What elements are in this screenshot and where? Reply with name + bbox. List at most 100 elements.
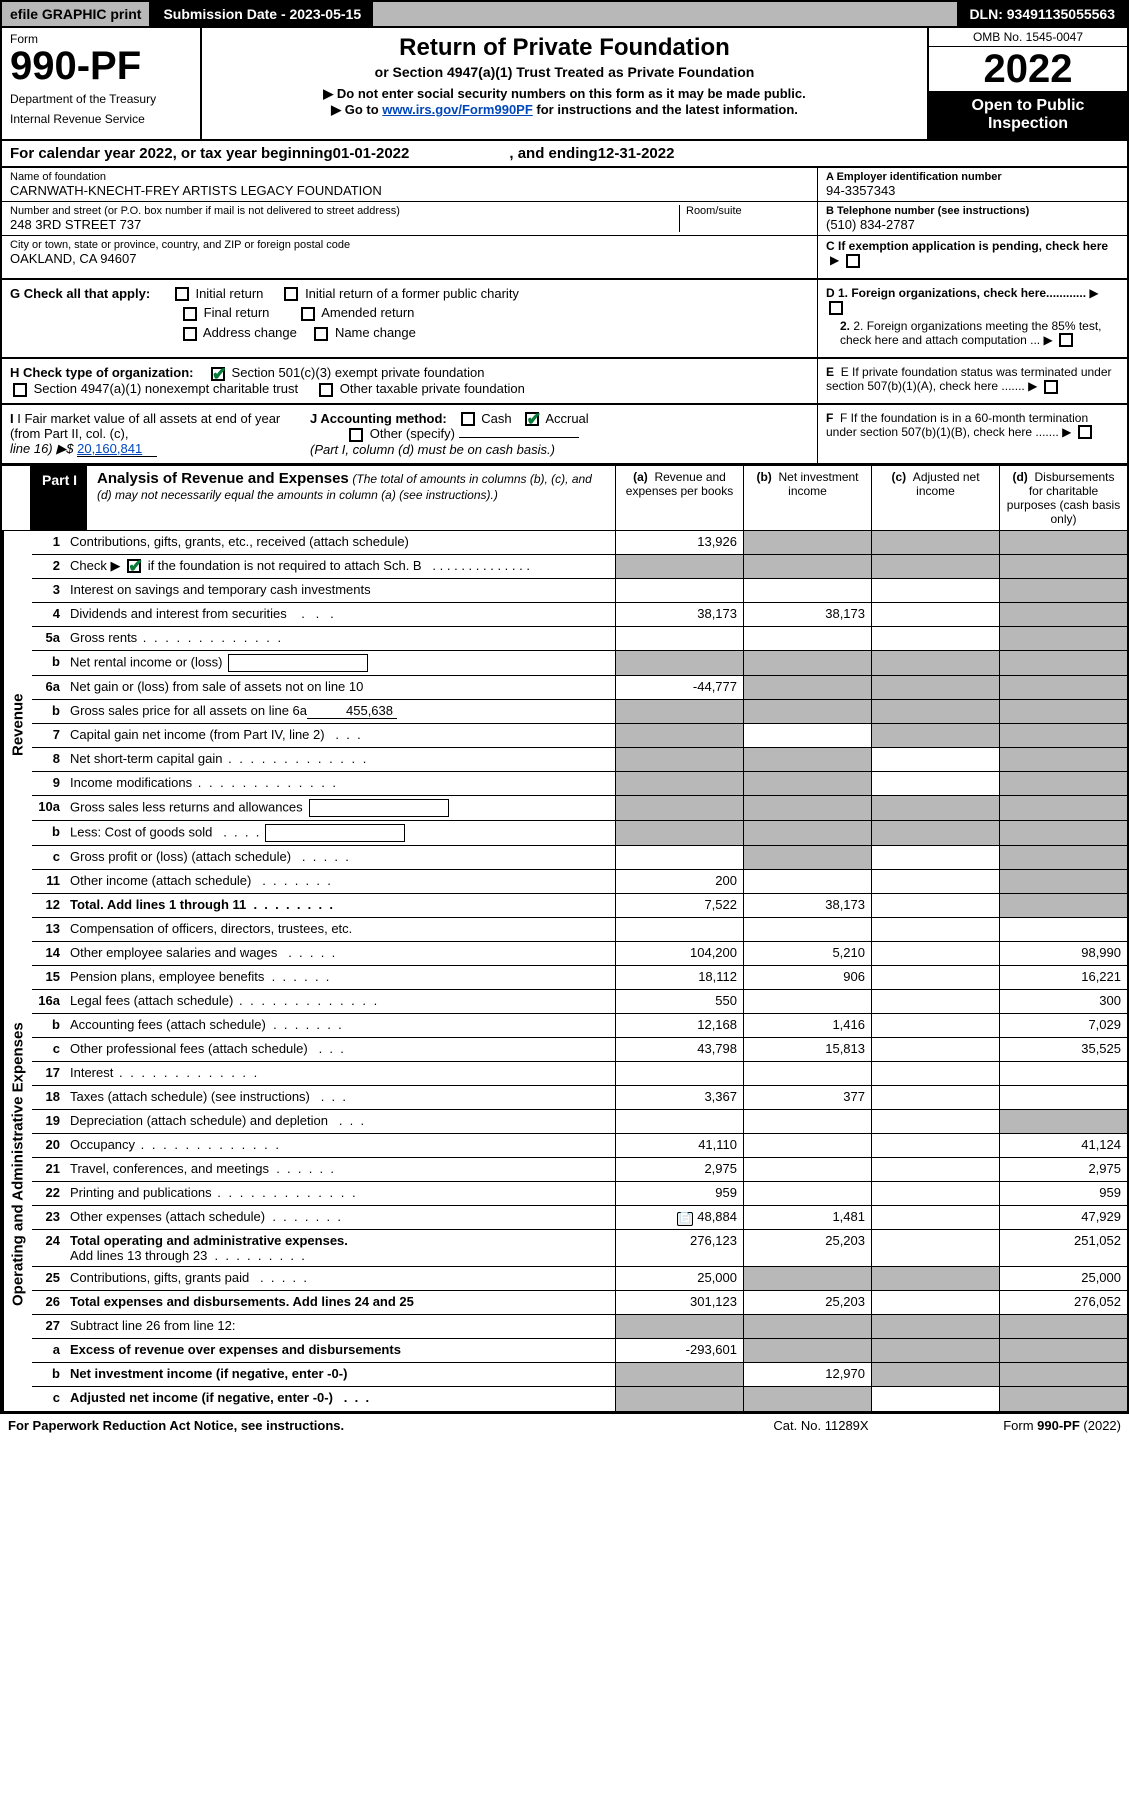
line-26-a: 301,123: [615, 1291, 743, 1314]
line-26-d: 276,052: [999, 1291, 1127, 1314]
other-method-checkbox[interactable]: [349, 428, 363, 442]
line-18-a: 3,367: [615, 1086, 743, 1109]
line-1-a: 13,926: [615, 531, 743, 554]
ein-value: 94-3357343: [826, 183, 1119, 198]
line-4-a: 38,173: [615, 603, 743, 626]
foundation-name: CARNWATH-KNECHT-FREY ARTISTS LEGACY FOUN…: [10, 183, 809, 198]
e-label: E If private foundation status was termi…: [826, 365, 1112, 393]
name-change-checkbox[interactable]: [314, 327, 328, 341]
fmv-value[interactable]: 20,160,841: [77, 441, 157, 457]
j-label: J Accounting method:: [310, 411, 447, 426]
section-i: I I Fair market value of all assets at e…: [0, 405, 1129, 465]
line-22-desc: Printing and publications: [64, 1182, 615, 1205]
line-3-desc: Interest on savings and temporary cash i…: [64, 579, 615, 602]
line-22-d: 959: [999, 1182, 1127, 1205]
line-6a-desc: Net gain or (loss) from sale of assets n…: [64, 676, 615, 699]
line-22-a: 959: [615, 1182, 743, 1205]
line-27-desc: Subtract line 26 from line 12:: [64, 1315, 615, 1338]
city-state-zip: OAKLAND, CA 94607: [10, 251, 809, 266]
amended-return-checkbox[interactable]: [301, 307, 315, 321]
dept-treasury: Department of the Treasury: [10, 92, 192, 106]
501c3-checkbox[interactable]: [211, 367, 225, 381]
terminated-checkbox[interactable]: [1044, 380, 1058, 394]
initial-former-checkbox[interactable]: [284, 287, 298, 301]
foreign-85-checkbox[interactable]: [1059, 333, 1073, 347]
line-10a-desc: Gross sales less returns and allowances: [64, 796, 615, 820]
part1-badge: Part I: [32, 466, 87, 530]
line-4-b: 38,173: [743, 603, 871, 626]
irs-link[interactable]: www.irs.gov/Form990PF: [382, 102, 533, 117]
fmv-label: I Fair market value of all assets at end…: [10, 411, 280, 441]
goto-note: ▶ Go to www.irs.gov/Form990PF for instru…: [214, 102, 915, 118]
line-6b-desc: Gross sales price for all assets on line…: [64, 700, 615, 723]
street-address: 248 3RD STREET 737: [10, 217, 679, 232]
phone-label: B Telephone number (see instructions): [826, 205, 1119, 217]
line-16c-desc: Other professional fees (attach schedule…: [64, 1038, 615, 1061]
line-21-desc: Travel, conferences, and meetings . . . …: [64, 1158, 615, 1181]
other-taxable-checkbox[interactable]: [319, 383, 333, 397]
line-16c-d: 35,525: [999, 1038, 1127, 1061]
final-return-checkbox[interactable]: [183, 307, 197, 321]
accrual-checkbox[interactable]: [525, 412, 539, 426]
entity-info: Name of foundation CARNWATH-KNECHT-FREY …: [0, 168, 1129, 280]
line-27c-desc: Adjusted net income (if negative, enter …: [64, 1387, 615, 1411]
line-16b-a: 12,168: [615, 1014, 743, 1037]
col-a-header: (a) Revenue and expenses per books: [615, 466, 743, 530]
col-c-header: (c) Adjusted net income: [871, 466, 999, 530]
line-19-desc: Depreciation (attach schedule) and deple…: [64, 1110, 615, 1133]
line-16a-a: 550: [615, 990, 743, 1013]
calendar-year-line: For calendar year 2022, or tax year begi…: [0, 141, 1129, 168]
irs-label: Internal Revenue Service: [10, 112, 192, 126]
line-14-b: 5,210: [743, 942, 871, 965]
part1-title: Analysis of Revenue and Expenses: [97, 470, 349, 487]
line-23-d: 47,929: [999, 1206, 1127, 1229]
cash-checkbox[interactable]: [461, 412, 475, 426]
line-12-b: 38,173: [743, 894, 871, 917]
h-label: H Check type of organization:: [10, 365, 193, 380]
line-27a-a: -293,601: [615, 1339, 743, 1362]
form-number: 990-PF: [10, 46, 192, 86]
line-8-desc: Net short-term capital gain: [64, 748, 615, 771]
line-15-desc: Pension plans, employee benefits . . . .…: [64, 966, 615, 989]
line-12-a: 7,522: [615, 894, 743, 917]
line-21-d: 2,975: [999, 1158, 1127, 1181]
line-16a-d: 300: [999, 990, 1127, 1013]
form-footer: Form 990-PF (2022): [921, 1418, 1121, 1433]
phone-value: (510) 834-2787: [826, 217, 1119, 232]
line-1-desc: Contributions, gifts, grants, etc., rece…: [64, 531, 615, 554]
line-16c-b: 15,813: [743, 1038, 871, 1061]
col-d-header: (d) Disbursements for charitable purpose…: [999, 466, 1127, 530]
line-11-a: 200: [615, 870, 743, 893]
line-24-a: 276,123: [615, 1230, 743, 1266]
exemption-pending-label: C If exemption application is pending, c…: [826, 239, 1108, 253]
sch-b-checkbox[interactable]: [127, 559, 141, 573]
ein-label: A Employer identification number: [826, 171, 1119, 183]
foreign-org-checkbox[interactable]: [829, 301, 843, 315]
open-public: Open to Public Inspection: [929, 91, 1127, 139]
line-27b-desc: Net investment income (if negative, ente…: [64, 1363, 615, 1386]
60month-checkbox[interactable]: [1078, 425, 1092, 439]
line-7-desc: Capital gain net income (from Part IV, l…: [64, 724, 615, 747]
line-9-desc: Income modifications: [64, 772, 615, 795]
line-15-d: 16,221: [999, 966, 1127, 989]
f-label: F If the foundation is in a 60-month ter…: [826, 411, 1088, 439]
initial-return-checkbox[interactable]: [175, 287, 189, 301]
form-header: Form 990-PF Department of the Treasury I…: [0, 28, 1129, 141]
schedule-icon[interactable]: 📄: [677, 1212, 693, 1226]
4947-checkbox[interactable]: [13, 383, 27, 397]
line-5b-desc: Net rental income or (loss): [64, 651, 615, 675]
ssn-warning: ▶ Do not enter social security numbers o…: [214, 86, 915, 102]
line-18-desc: Taxes (attach schedule) (see instruction…: [64, 1086, 615, 1109]
line-18-b: 377: [743, 1086, 871, 1109]
line-25-desc: Contributions, gifts, grants paid . . . …: [64, 1267, 615, 1290]
section-g: G Check all that apply: Initial return I…: [0, 280, 1129, 360]
line-15-a: 18,112: [615, 966, 743, 989]
line-26-desc: Total expenses and disbursements. Add li…: [64, 1291, 615, 1314]
line-16b-b: 1,416: [743, 1014, 871, 1037]
cash-basis-note: (Part I, column (d) must be on cash basi…: [310, 442, 555, 457]
exemption-checkbox[interactable]: [846, 254, 860, 268]
address-change-checkbox[interactable]: [183, 327, 197, 341]
submission-date: Submission Date - 2023-05-15: [151, 2, 373, 26]
d1-label: D 1. Foreign organizations, check here..…: [826, 286, 1086, 300]
dln-label: DLN: 93491135055563: [957, 2, 1127, 26]
